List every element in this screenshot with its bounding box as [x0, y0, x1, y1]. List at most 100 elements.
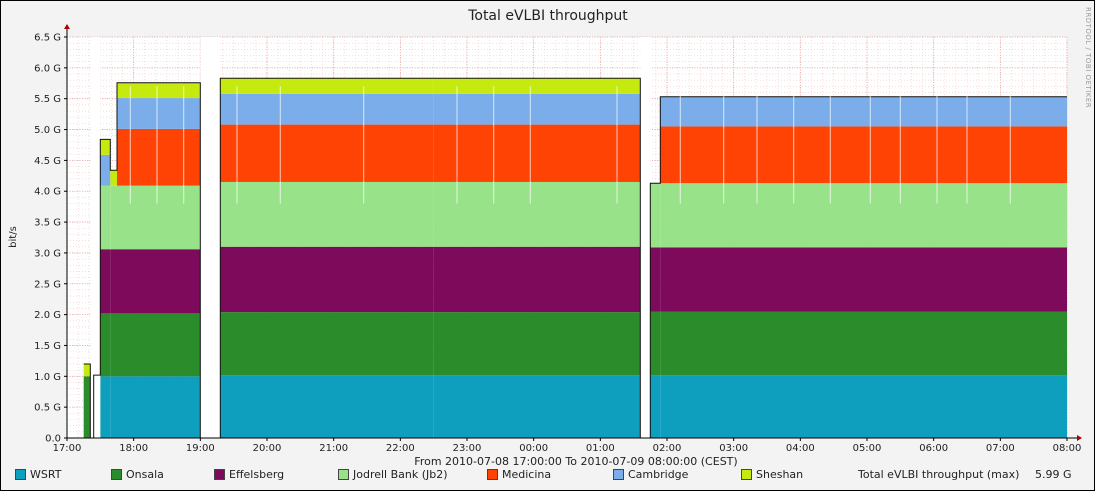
area-band-jodrell-bank-jb2-	[433, 181, 641, 247]
legend-swatch	[111, 469, 122, 480]
x-tick-label: 23:00	[453, 443, 482, 454]
area-band-effelsberg	[650, 247, 661, 312]
y-tick-label: 6.5 G	[34, 33, 61, 44]
area-band-cambridge	[660, 96, 1067, 127]
area-band-wsrt	[220, 375, 434, 438]
area-band-sheshan	[83, 363, 91, 377]
area-band-cambridge	[100, 154, 111, 186]
area-band-onsala	[660, 311, 1067, 376]
area-band-sheshan	[117, 82, 201, 99]
rrdtool-credit: RRDTOOL / TOBI OETIKER	[1084, 7, 1092, 109]
legend-item-effelsberg: Effelsberg	[214, 468, 284, 481]
x-tick-label: 01:00	[586, 443, 615, 454]
y-tick-label: 5.5 G	[34, 94, 61, 105]
area-band-medicina	[220, 124, 434, 182]
x-tick-label: 02:00	[653, 443, 682, 454]
legend-swatch	[338, 469, 349, 480]
area-band-cambridge	[220, 93, 434, 125]
x-tick-label: 21:00	[319, 443, 348, 454]
area-band-wsrt	[660, 375, 1067, 438]
x-tick-label: 17:00	[53, 443, 82, 454]
y-tick-label: 4.5 G	[34, 156, 61, 167]
area-band-wsrt	[100, 376, 111, 438]
area-band-effelsberg	[117, 249, 201, 314]
area-band-medicina	[660, 126, 1067, 184]
x-tick-label: 08:00	[1053, 443, 1082, 454]
outage-gap	[200, 37, 221, 438]
area-band-medicina	[117, 128, 201, 186]
area-band-effelsberg	[100, 249, 111, 314]
legend-swatch	[613, 469, 624, 480]
legend-item-jodrell-bank-jb2-: Jodrell Bank (Jb2)	[338, 468, 448, 481]
legend-item-wsrt: WSRT	[15, 468, 61, 481]
area-band-sheshan	[110, 170, 117, 186]
legend: WSRT Onsala Effelsberg Jodrell Bank (Jb2) Me…	[1, 468, 1095, 484]
x-tick-label: 03:00	[719, 443, 748, 454]
area-band-sheshan	[100, 139, 111, 155]
total-throughput-line	[83, 77, 1067, 439]
area-band-onsala	[100, 313, 111, 377]
y-tick-label: 2.0 G	[34, 310, 61, 321]
total-throughput-value: 5.99 G	[1035, 468, 1072, 481]
outage-gap	[90, 37, 101, 438]
area-band-wsrt	[433, 375, 641, 438]
area-band-wsrt	[117, 376, 201, 438]
x-axis-arrow	[1077, 435, 1082, 441]
area-band-onsala	[110, 313, 117, 377]
y-tick-label: 1.5 G	[34, 341, 61, 352]
legend-label: Onsala	[126, 468, 164, 481]
area-band-onsala	[220, 312, 434, 376]
area-band-jodrell-bank-jb2-	[110, 185, 117, 250]
legend-swatch	[15, 469, 26, 480]
x-tick-label: 19:00	[186, 443, 215, 454]
area-band-jodrell-bank-jb2-	[660, 183, 1067, 248]
y-tick-label: 1.0 G	[34, 372, 61, 383]
y-tick-label: 4.0 G	[34, 187, 61, 198]
legend-item-onsala: Onsala	[111, 468, 164, 481]
legend-label: WSRT	[30, 468, 62, 481]
area-band-sheshan	[433, 78, 641, 94]
y-axis-label: bit/s	[8, 226, 19, 248]
total-throughput-label: Total eVLBI throughput (max)	[858, 468, 1020, 481]
legend-label: Effelsberg	[229, 468, 285, 481]
legend-label: Medicina	[502, 468, 552, 481]
area-band-wsrt	[650, 375, 661, 438]
x-axis-label: From 2010-07-08 17:00:00 To 2010-07-09 0…	[414, 455, 737, 468]
area-band-medicina	[433, 124, 641, 182]
y-tick-label: 0.0	[45, 434, 61, 445]
x-tick-label: 22:00	[386, 443, 415, 454]
area-band-onsala	[117, 313, 201, 377]
area-band-effelsberg	[110, 249, 117, 314]
x-tick-label: 18:00	[119, 443, 148, 454]
legend-swatch	[487, 469, 498, 480]
x-tick-label: 05:00	[853, 443, 882, 454]
x-tick-label: 04:00	[786, 443, 815, 454]
area-band-cambridge	[433, 93, 641, 125]
x-tick-label: 20:00	[253, 443, 282, 454]
area-band-onsala	[83, 376, 91, 438]
area-band-jodrell-bank-jb2-	[650, 183, 661, 248]
y-tick-label: 3.0 G	[34, 248, 61, 259]
y-tick-label: 2.5 G	[34, 279, 61, 290]
legend-swatch	[741, 469, 752, 480]
area-band-jodrell-bank-jb2-	[100, 185, 111, 250]
y-tick-label: 5.0 G	[34, 125, 61, 136]
legend-item-sheshan: Sheshan	[741, 468, 803, 481]
area-band-effelsberg	[433, 246, 641, 313]
y-tick-label: 6.0 G	[34, 63, 61, 74]
legend-item-medicina: Medicina	[487, 468, 551, 481]
y-tick-label: 3.5 G	[34, 218, 61, 229]
y-axis-arrow	[64, 24, 70, 29]
area-band-jodrell-bank-jb2-	[220, 181, 434, 247]
chart-title: Total eVLBI throughput	[467, 8, 628, 24]
area-band-onsala	[433, 312, 641, 376]
legend-label: Cambridge	[628, 468, 689, 481]
area-band-jodrell-bank-jb2-	[117, 185, 201, 250]
area-band-wsrt	[110, 376, 117, 438]
area-band-effelsberg	[660, 247, 1067, 312]
area-band-onsala	[650, 311, 661, 376]
y-tick-label: 0.5 G	[34, 403, 61, 414]
x-tick-label: 07:00	[986, 443, 1015, 454]
x-tick-label: 06:00	[919, 443, 948, 454]
